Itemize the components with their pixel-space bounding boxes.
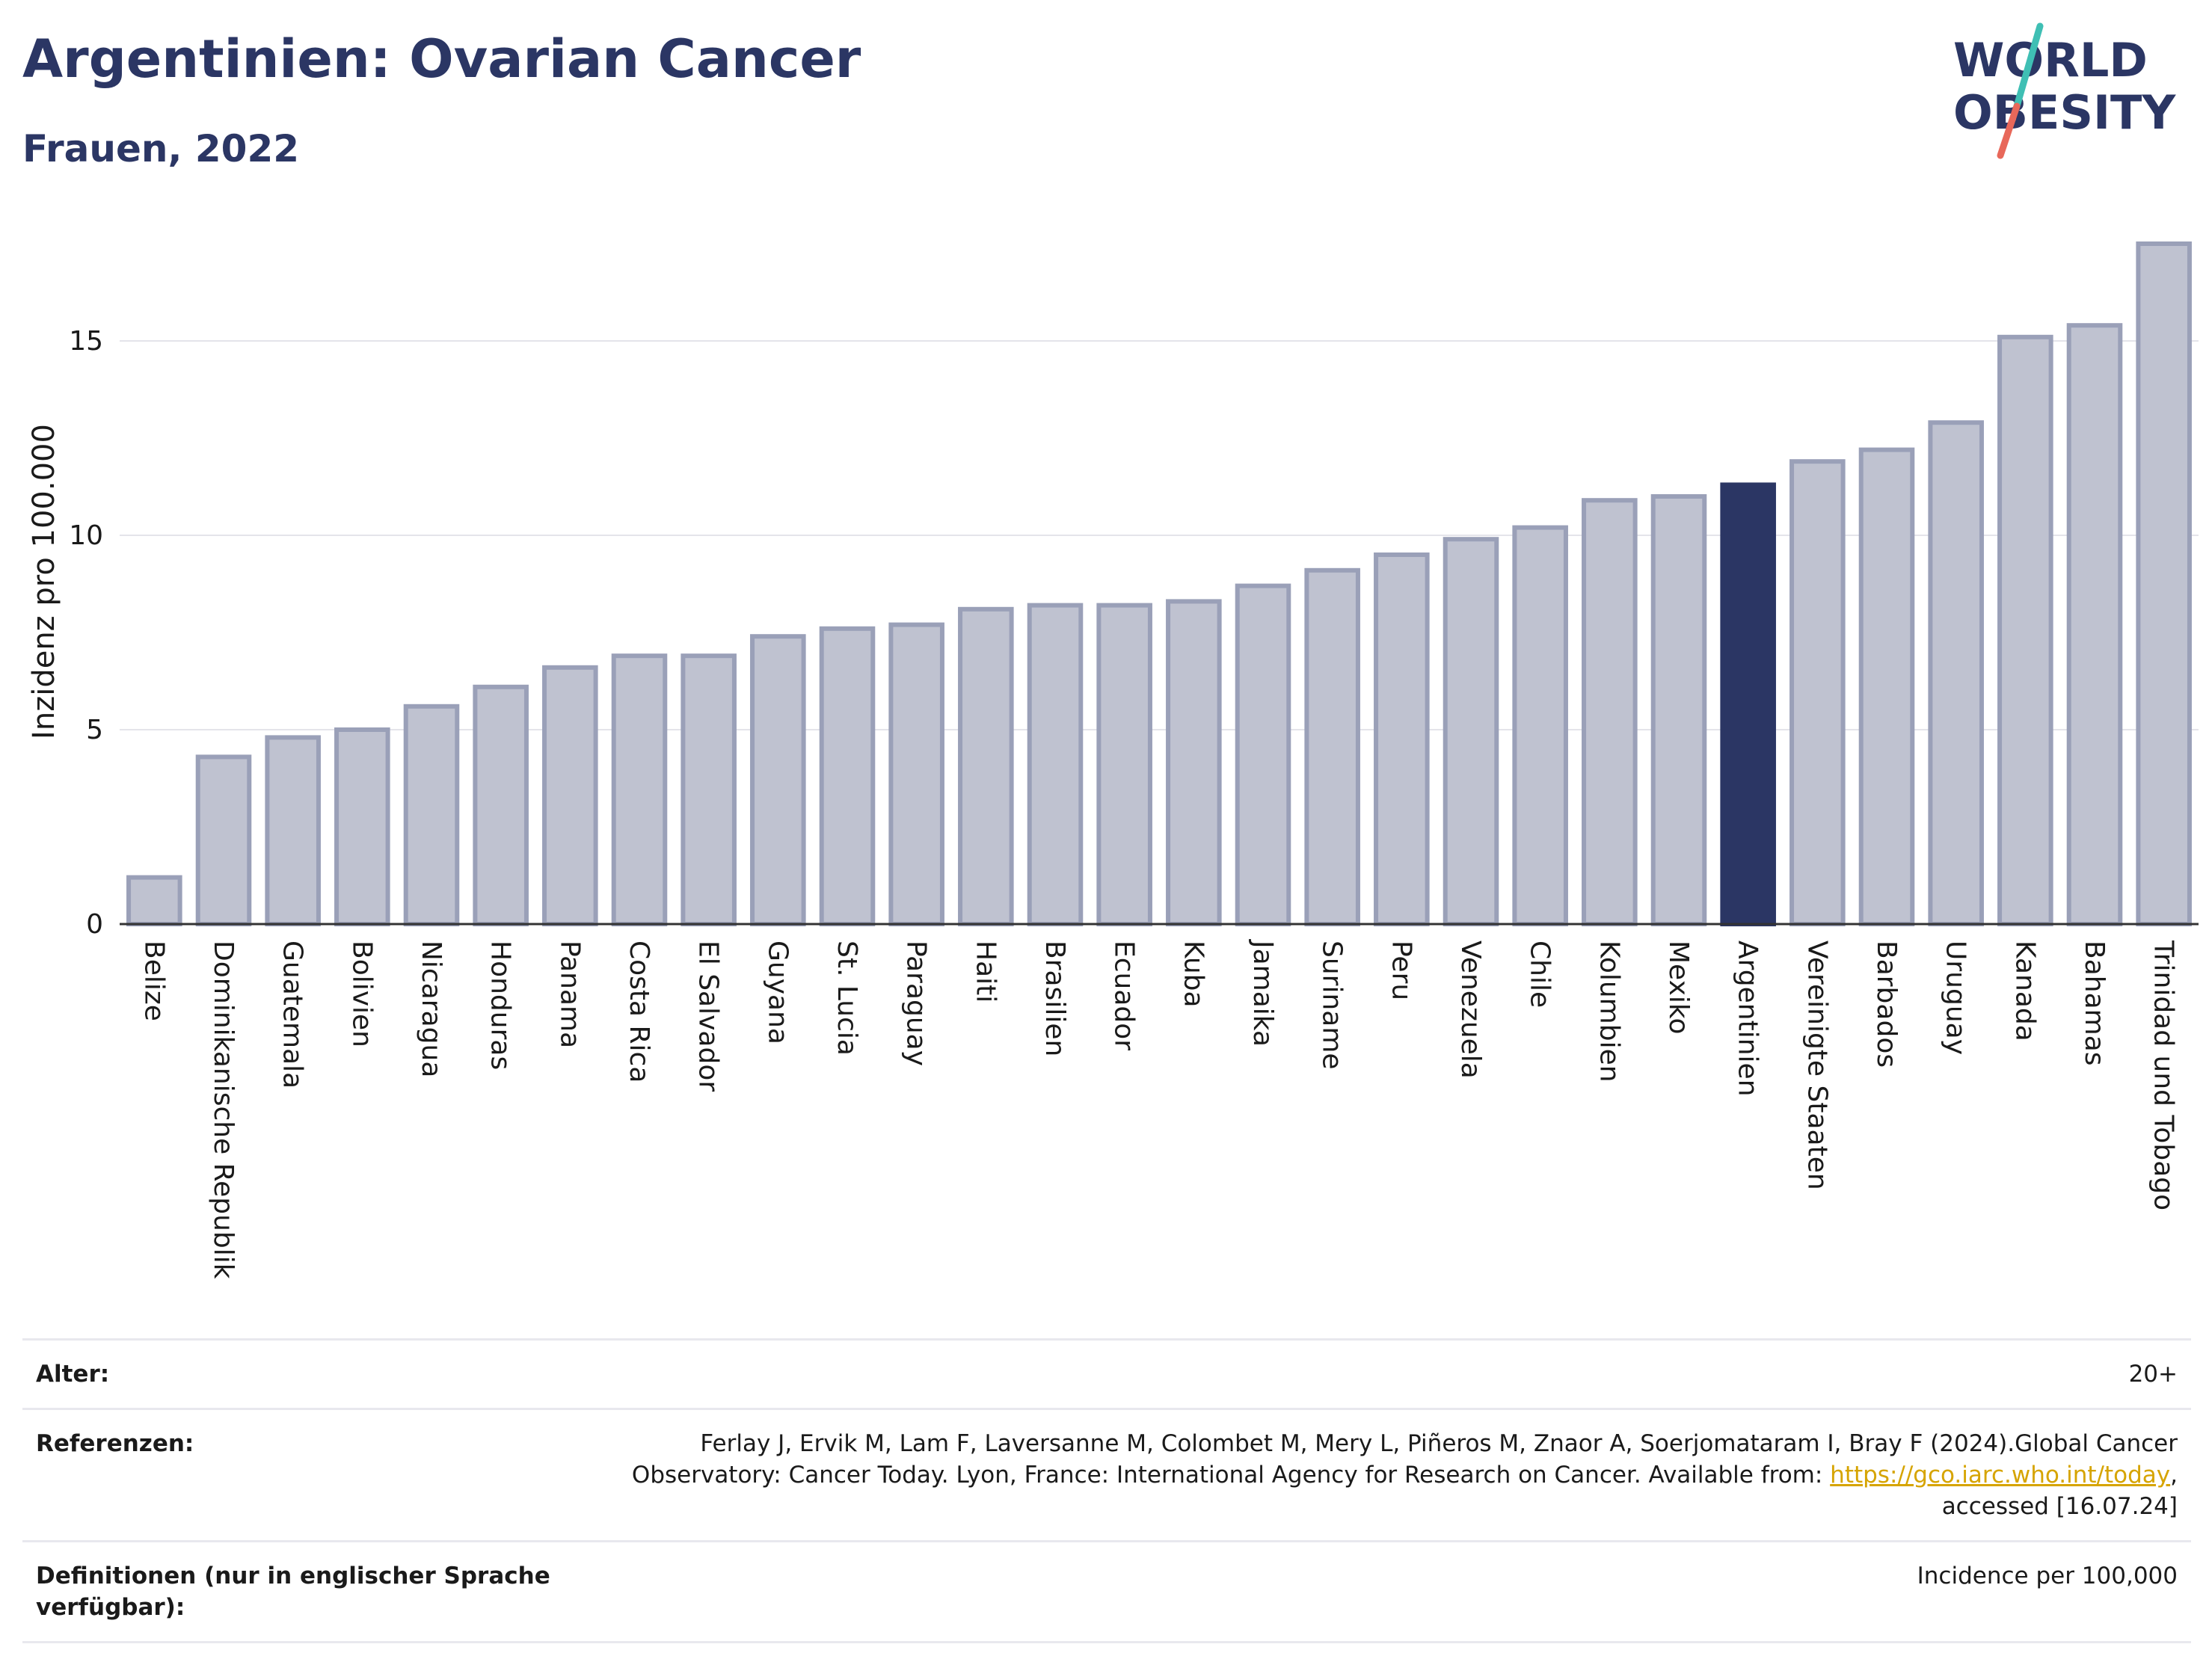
y-axis-label: Inzidenz pro 100.000 [27, 424, 61, 739]
x-tick-label: Chile [1525, 941, 1555, 1008]
bar [1650, 494, 1707, 926]
x-tick-label: Kolumbien [1594, 941, 1624, 1083]
reference-accessed: , accessed [16.07.24] [1941, 1462, 2178, 1520]
bar [2066, 323, 2123, 926]
meta-row-definitions: Definitionen (nur in englischer Sprache … [22, 1541, 2191, 1643]
bar [1789, 459, 1846, 926]
logo-line-2: OBESITY [1953, 85, 2176, 140]
x-tick-label: Brasilien [1039, 941, 1070, 1056]
meta-label-age: Alter: [36, 1361, 110, 1388]
x-tick-label: Dominikanische Republik [208, 941, 239, 1279]
bar [1582, 498, 1638, 926]
x-tick-label: Kanada [2009, 941, 2040, 1041]
bar [958, 606, 1014, 926]
x-tick-label: Guatemala [277, 941, 308, 1089]
x-tick-label: Honduras [485, 941, 516, 1070]
y-tick-label: 0 [86, 909, 103, 940]
bar [1166, 599, 1222, 927]
metadata-table: Alter: 20+ Referenzen: Ferlay J, Ervik M… [22, 1338, 2191, 1643]
bar [1027, 603, 1084, 926]
x-tick-label: Barbados [1871, 941, 1902, 1068]
bar [1997, 334, 2053, 926]
chart-title: Argentinien: Ovarian Cancer [22, 28, 861, 90]
x-tick-label: Venezuela [1455, 941, 1486, 1079]
logo-line-1: WORLD [1953, 33, 2148, 87]
bar [611, 653, 668, 926]
bar [195, 754, 252, 927]
meta-row-references: Referenzen: Ferlay J, Ervik M, Lam F, La… [22, 1409, 2191, 1542]
x-tick-label: Peru [1386, 941, 1416, 1000]
bar [1928, 420, 1984, 926]
bar [2136, 241, 2192, 926]
world-obesity-logo: WORLD OBESITY [1953, 22, 2176, 159]
bar [334, 727, 390, 926]
logo-slash-bottom [1997, 102, 2021, 159]
x-tick-label: Ecuador [1109, 941, 1140, 1050]
x-tick-label: Belize [138, 941, 169, 1021]
x-tick-label: Trinidad und Tobago [2148, 940, 2179, 1210]
x-tick-label: Vereinigte Staaten [1801, 941, 1832, 1190]
chart-subtitle: Frauen, 2022 [22, 127, 300, 170]
x-tick-label: Panama [554, 941, 585, 1048]
x-tick-label: Bahamas [2079, 941, 2110, 1066]
meta-label-references: Referenzen: [36, 1430, 194, 1457]
reference-text: Ferlay J, Ervik M, Lam F, Laversanne M, … [631, 1430, 2178, 1489]
y-tick-label: 15 [69, 326, 103, 357]
bar-chart: 0 5 10 15 Inzidenz pro 100.000 Belize Dominika… [27, 241, 2199, 1279]
x-tick-label: Paraguay [901, 941, 932, 1066]
bar [126, 875, 182, 926]
meta-label-definitions: Definitionen (nur in englischer Sprache … [36, 1563, 550, 1621]
x-tick-label: Jamaika [1247, 939, 1278, 1047]
x-tick-label: Guyana [762, 941, 793, 1044]
bar [750, 634, 806, 926]
bar [1443, 537, 1499, 926]
logo-slash-top [2013, 22, 2044, 110]
meta-value-age: 20+ [2128, 1361, 2178, 1388]
bar [1304, 567, 1360, 926]
x-tick-label: Uruguay [1941, 941, 1971, 1055]
meta-value-references: Ferlay J, Ervik M, Lam F, Laversanne M, … [589, 1409, 2191, 1542]
bar [403, 704, 460, 926]
bar [681, 653, 737, 926]
bar-highlighted [1720, 482, 1776, 926]
x-tick-label: Mexiko [1663, 941, 1694, 1034]
x-tick-label: Bolivien [346, 941, 377, 1047]
bar [1096, 603, 1152, 926]
y-tick-label: 10 [69, 520, 103, 551]
reference-link[interactable]: https://gco.iarc.who.int/today [1830, 1462, 2171, 1489]
x-tick-label: Suriname [1317, 941, 1348, 1070]
x-tick-label: St. Lucia [832, 941, 862, 1056]
bar [1374, 552, 1430, 926]
x-tick-label: Costa Rica [624, 941, 654, 1083]
bar [265, 735, 321, 927]
bar [1235, 583, 1291, 926]
x-tick-label: Nicaragua [416, 941, 446, 1077]
bar [888, 622, 944, 926]
x-tick-label: Haiti [970, 941, 1001, 1003]
bar [1858, 447, 1915, 926]
bar [473, 684, 529, 926]
bar [542, 665, 598, 926]
x-tick-label: Argentinien [1733, 941, 1763, 1097]
meta-value-definitions: Incidence per 100,000 [1917, 1563, 2178, 1589]
x-tick-label: Kuba [1178, 941, 1208, 1008]
meta-row-age: Alter: 20+ [22, 1339, 2191, 1409]
y-tick-label: 5 [86, 715, 103, 745]
x-tick-label: El Salvador [693, 941, 724, 1092]
bar [1512, 525, 1568, 926]
bar [819, 626, 876, 926]
